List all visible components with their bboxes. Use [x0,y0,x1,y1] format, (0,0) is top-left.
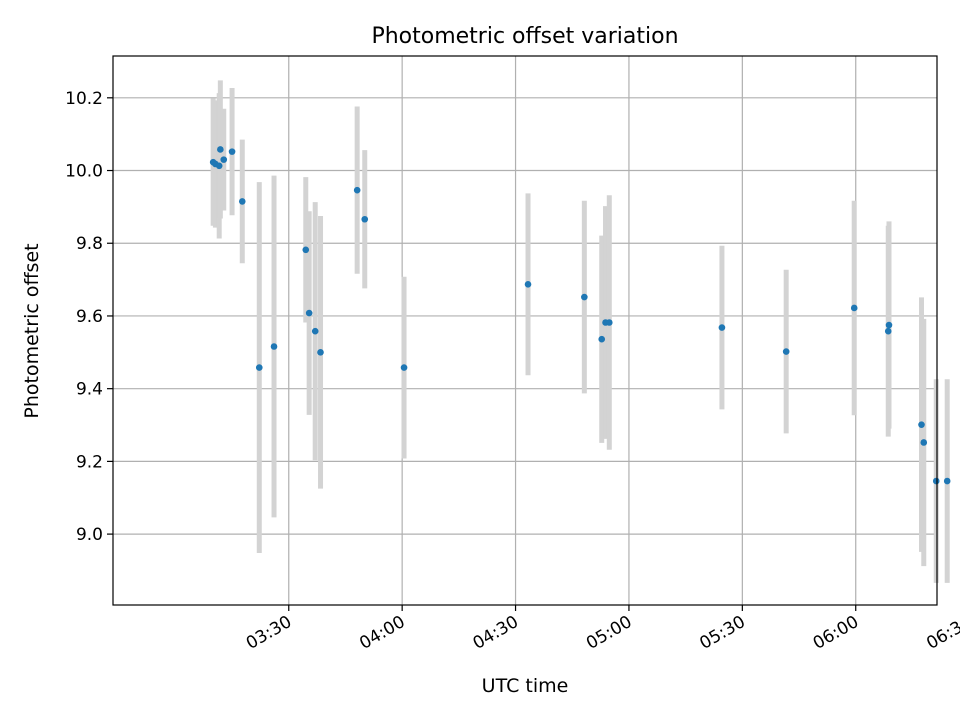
data-point [270,343,278,350]
data-points [209,146,951,485]
y-tick-label: 10.2 [65,89,103,109]
data-point [782,348,790,355]
data-point [311,327,319,335]
y-axis-label: Photometric offset [21,243,43,418]
data-point [943,477,951,485]
y-tick-label: 9.4 [76,380,103,400]
data-point [217,146,224,153]
data-point [400,364,408,371]
data-point [220,156,228,163]
data-point [228,148,236,155]
data-point [238,198,246,205]
data-point [581,293,588,301]
y-tick-label: 9.6 [76,307,103,327]
data-point [524,281,532,288]
data-point [920,439,928,446]
y-tick-label: 9.8 [76,234,103,254]
data-point [932,477,940,485]
data-point [885,321,893,329]
data-point [918,421,925,428]
data-point [305,309,313,317]
x-axis-label: UTC time [482,675,569,697]
data-point [302,246,310,254]
data-point [598,335,606,343]
y-tick-label: 9.0 [76,525,103,545]
y-tick-label: 9.2 [76,452,103,472]
data-point [215,162,223,170]
data-point [361,215,369,223]
y-axis-ticks: 9.0 9.2 9.4 9.6 9.8 10.0 10.2 [65,89,113,545]
data-point [718,324,726,331]
data-point [255,364,263,371]
chart-title: Photometric offset variation [371,24,678,49]
data-point [884,327,892,335]
data-point [850,304,858,312]
y-tick-label: 10.0 [65,162,103,182]
data-point [353,186,361,194]
data-point [605,319,613,326]
plot-frame [112,55,938,606]
data-point [317,349,324,356]
